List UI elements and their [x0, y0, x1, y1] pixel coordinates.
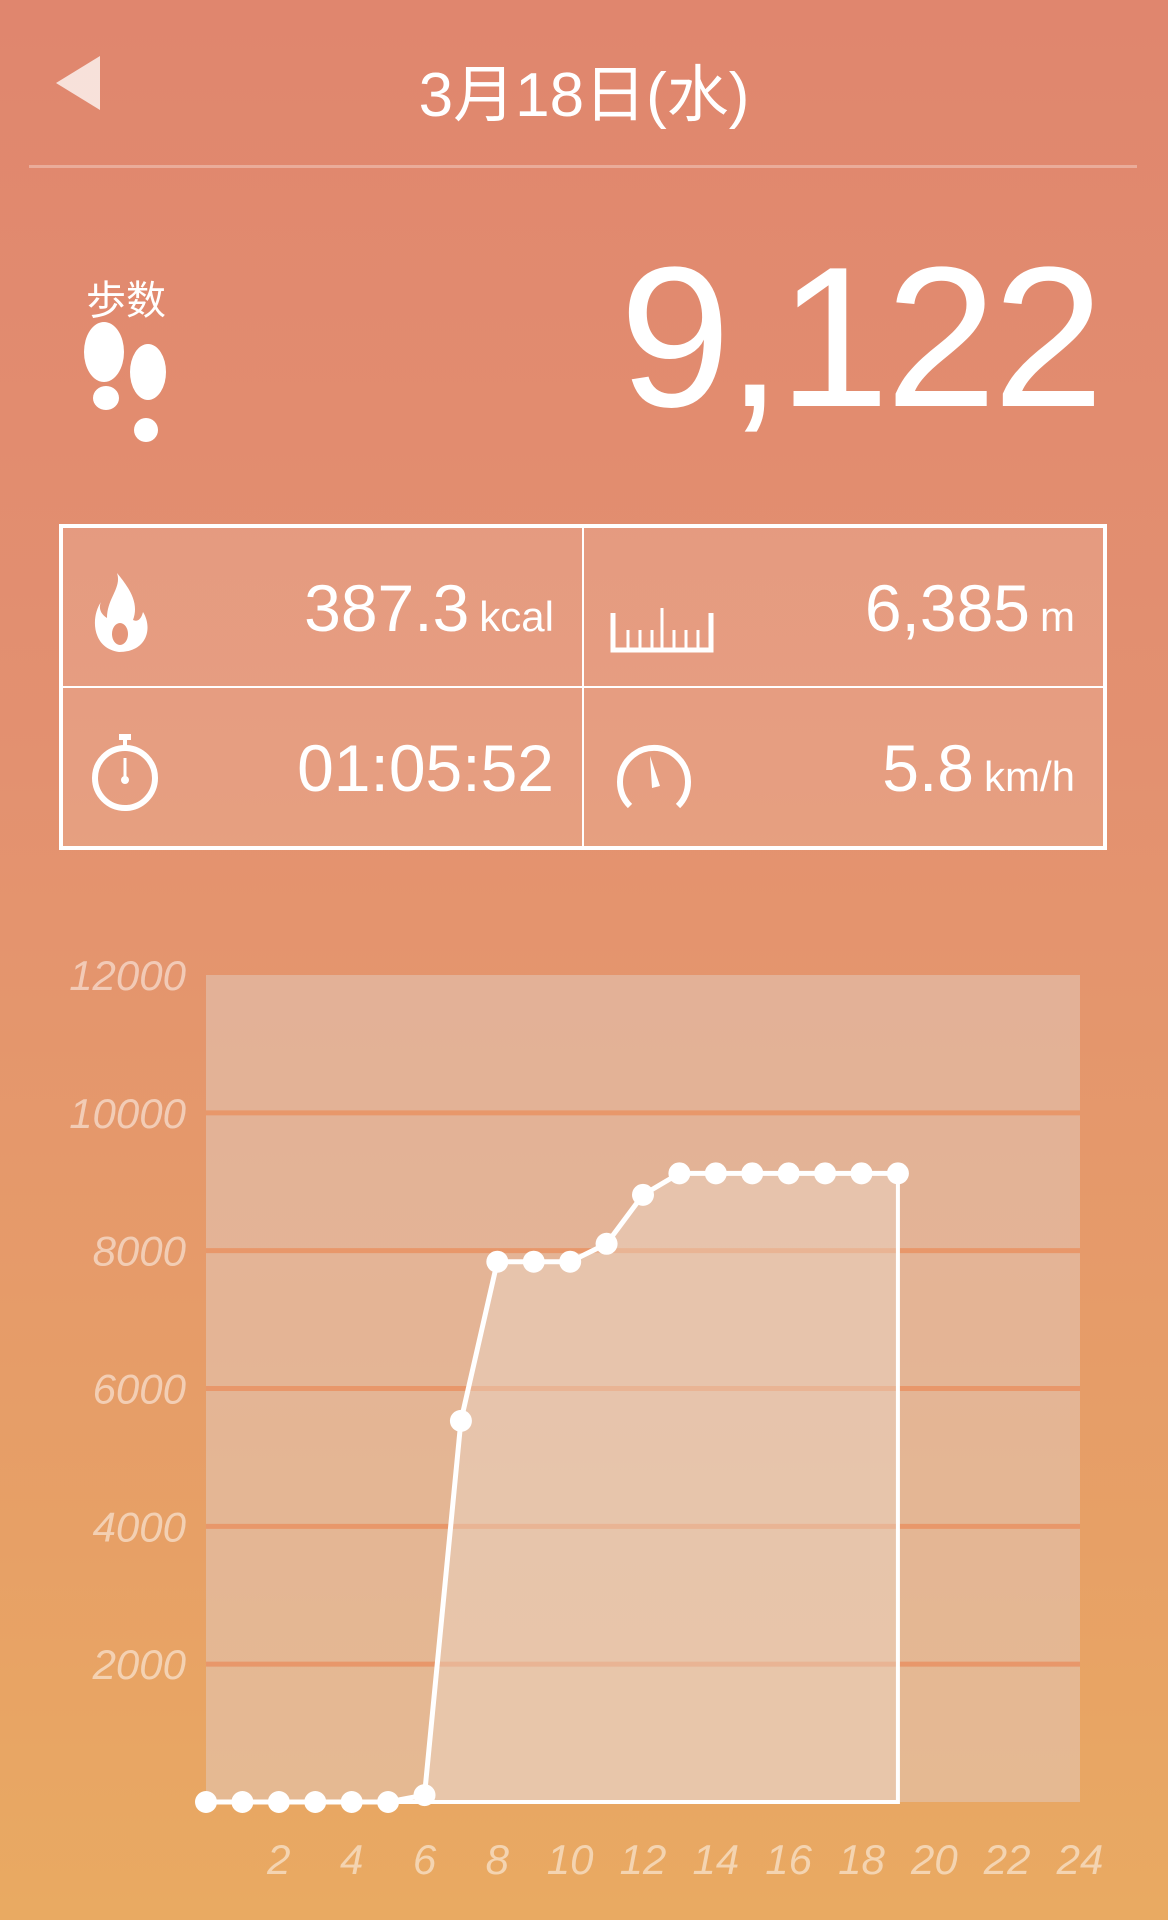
data-point — [340, 1791, 363, 1813]
calories-cell: 387.3 kcal — [62, 527, 583, 687]
data-point — [850, 1162, 873, 1185]
speedometer-icon — [608, 728, 698, 823]
data-point — [886, 1162, 909, 1185]
x-tick-label: 12 — [620, 1836, 667, 1883]
speed-unit: km/h — [983, 753, 1075, 800]
flame-icon — [87, 568, 157, 663]
distance-cell: 6,385 m — [583, 527, 1104, 687]
ruler-icon — [608, 568, 718, 663]
data-point — [522, 1250, 545, 1273]
calories-value: 387.3 — [304, 571, 470, 645]
data-point — [632, 1183, 654, 1206]
data-point — [449, 1409, 472, 1432]
y-tick-label: 10000 — [69, 1090, 186, 1137]
x-tick-label: 22 — [983, 1836, 1031, 1883]
back-button[interactable] — [56, 56, 100, 110]
x-tick-label: 16 — [765, 1836, 812, 1883]
data-point — [377, 1791, 400, 1813]
data-point — [304, 1791, 327, 1813]
data-point — [704, 1162, 727, 1185]
steps-label: 歩数 — [86, 279, 166, 323]
data-point — [413, 1784, 436, 1807]
data-point — [595, 1232, 618, 1255]
y-tick-label: 2000 — [92, 1641, 187, 1688]
data-point — [741, 1162, 764, 1185]
page-title: 3月18日(水) — [418, 61, 750, 130]
data-point — [559, 1250, 582, 1273]
x-tick-label: 18 — [838, 1836, 885, 1883]
x-tick-label: 14 — [692, 1836, 739, 1883]
speed-cell: 5.8 km/h — [583, 687, 1104, 847]
duration-cell: 01:05:52 — [62, 687, 583, 847]
x-tick-label: 4 — [340, 1836, 363, 1883]
calories-unit: kcal — [479, 593, 554, 640]
data-point — [486, 1250, 509, 1273]
y-tick-label: 12000 — [69, 952, 186, 999]
data-point — [668, 1162, 691, 1185]
x-tick-label: 20 — [910, 1836, 958, 1883]
y-tick-label: 8000 — [93, 1228, 187, 1275]
footprints-icon — [78, 320, 178, 455]
x-tick-label: 24 — [1056, 1836, 1104, 1883]
x-tick-label: 10 — [547, 1836, 594, 1883]
steps-value: 9,122 — [619, 226, 1104, 449]
header-divider — [29, 165, 1137, 168]
data-point — [814, 1162, 837, 1185]
data-point — [231, 1791, 254, 1813]
stats-grid: 387.3 kcal 6,385 m 01:05:52 5.8 km/h — [59, 524, 1107, 850]
data-point — [267, 1791, 290, 1813]
data-point — [777, 1162, 800, 1185]
x-tick-label: 2 — [266, 1836, 290, 1883]
duration-value: 01:05:52 — [297, 731, 554, 805]
x-tick-label: 6 — [413, 1836, 437, 1883]
distance-value: 6,385 — [864, 571, 1030, 645]
y-tick-label: 6000 — [93, 1366, 187, 1413]
speed-value: 5.8 — [882, 731, 974, 805]
x-tick-label: 8 — [486, 1836, 510, 1883]
y-tick-label: 4000 — [93, 1503, 187, 1550]
stopwatch-icon — [87, 728, 167, 823]
data-point — [195, 1791, 217, 1813]
distance-unit: m — [1040, 593, 1075, 640]
